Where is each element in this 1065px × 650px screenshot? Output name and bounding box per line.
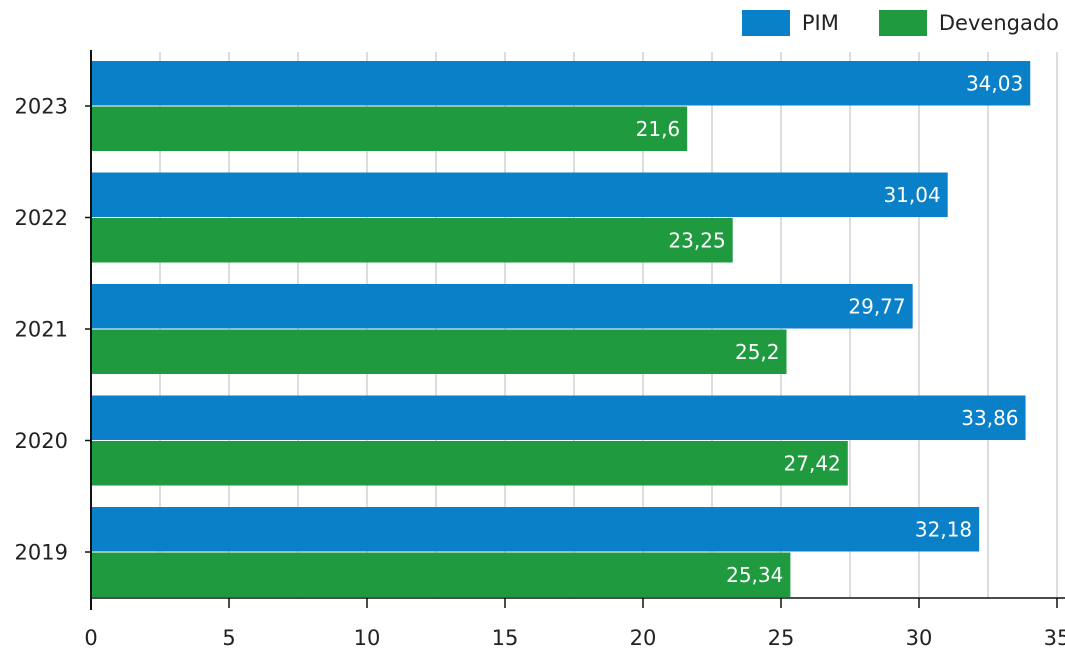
bar-pim-2021 xyxy=(91,284,913,329)
data-label: 25,2 xyxy=(735,340,780,364)
category-label: 2021 xyxy=(15,318,68,342)
x-tick-label: 35 xyxy=(1044,626,1065,650)
bar-devengado-2020 xyxy=(91,441,848,486)
x-tick-label: 20 xyxy=(630,626,657,650)
bar-pim-2023 xyxy=(91,61,1031,106)
data-label: 31,04 xyxy=(883,183,940,207)
x-tick-label: 5 xyxy=(222,626,235,650)
data-label: 34,03 xyxy=(966,71,1023,95)
data-label: 27,42 xyxy=(784,451,841,475)
bar-devengado-2023 xyxy=(91,106,688,151)
bar-pim-2019 xyxy=(91,507,980,552)
bar-devengado-2021 xyxy=(91,329,787,374)
legend-item-devengado: Devengado xyxy=(878,10,1059,36)
legend-item-pim: PIM xyxy=(741,10,839,36)
data-label: 25,34 xyxy=(726,563,783,587)
x-tick-label: 25 xyxy=(768,626,795,650)
x-tick-label: 10 xyxy=(354,626,381,650)
category-label: 2020 xyxy=(15,429,68,453)
x-tick-label: 15 xyxy=(492,626,519,650)
data-label: 32,18 xyxy=(915,517,972,541)
bar-devengado-2022 xyxy=(91,218,733,263)
legend-swatch-pim xyxy=(741,10,790,36)
legend: PIM Devengado xyxy=(702,10,1059,36)
data-label: 23,25 xyxy=(668,228,725,252)
legend-swatch-devengado xyxy=(878,10,927,36)
x-tick-label: 30 xyxy=(906,626,933,650)
bar-devengado-2019 xyxy=(91,552,791,597)
data-label: 21,6 xyxy=(636,117,681,141)
category-label: 2019 xyxy=(15,541,68,565)
legend-label-devengado: Devengado xyxy=(938,11,1059,35)
category-label: 2022 xyxy=(15,206,68,230)
legend-label-pim: PIM xyxy=(801,11,839,35)
bar-pim-2020 xyxy=(91,395,1026,440)
bar-pim-2022 xyxy=(91,172,948,217)
data-label: 33,86 xyxy=(961,406,1018,430)
data-label: 29,77 xyxy=(848,294,905,318)
category-label: 2023 xyxy=(15,95,68,119)
x-tick-label: 0 xyxy=(84,626,97,650)
